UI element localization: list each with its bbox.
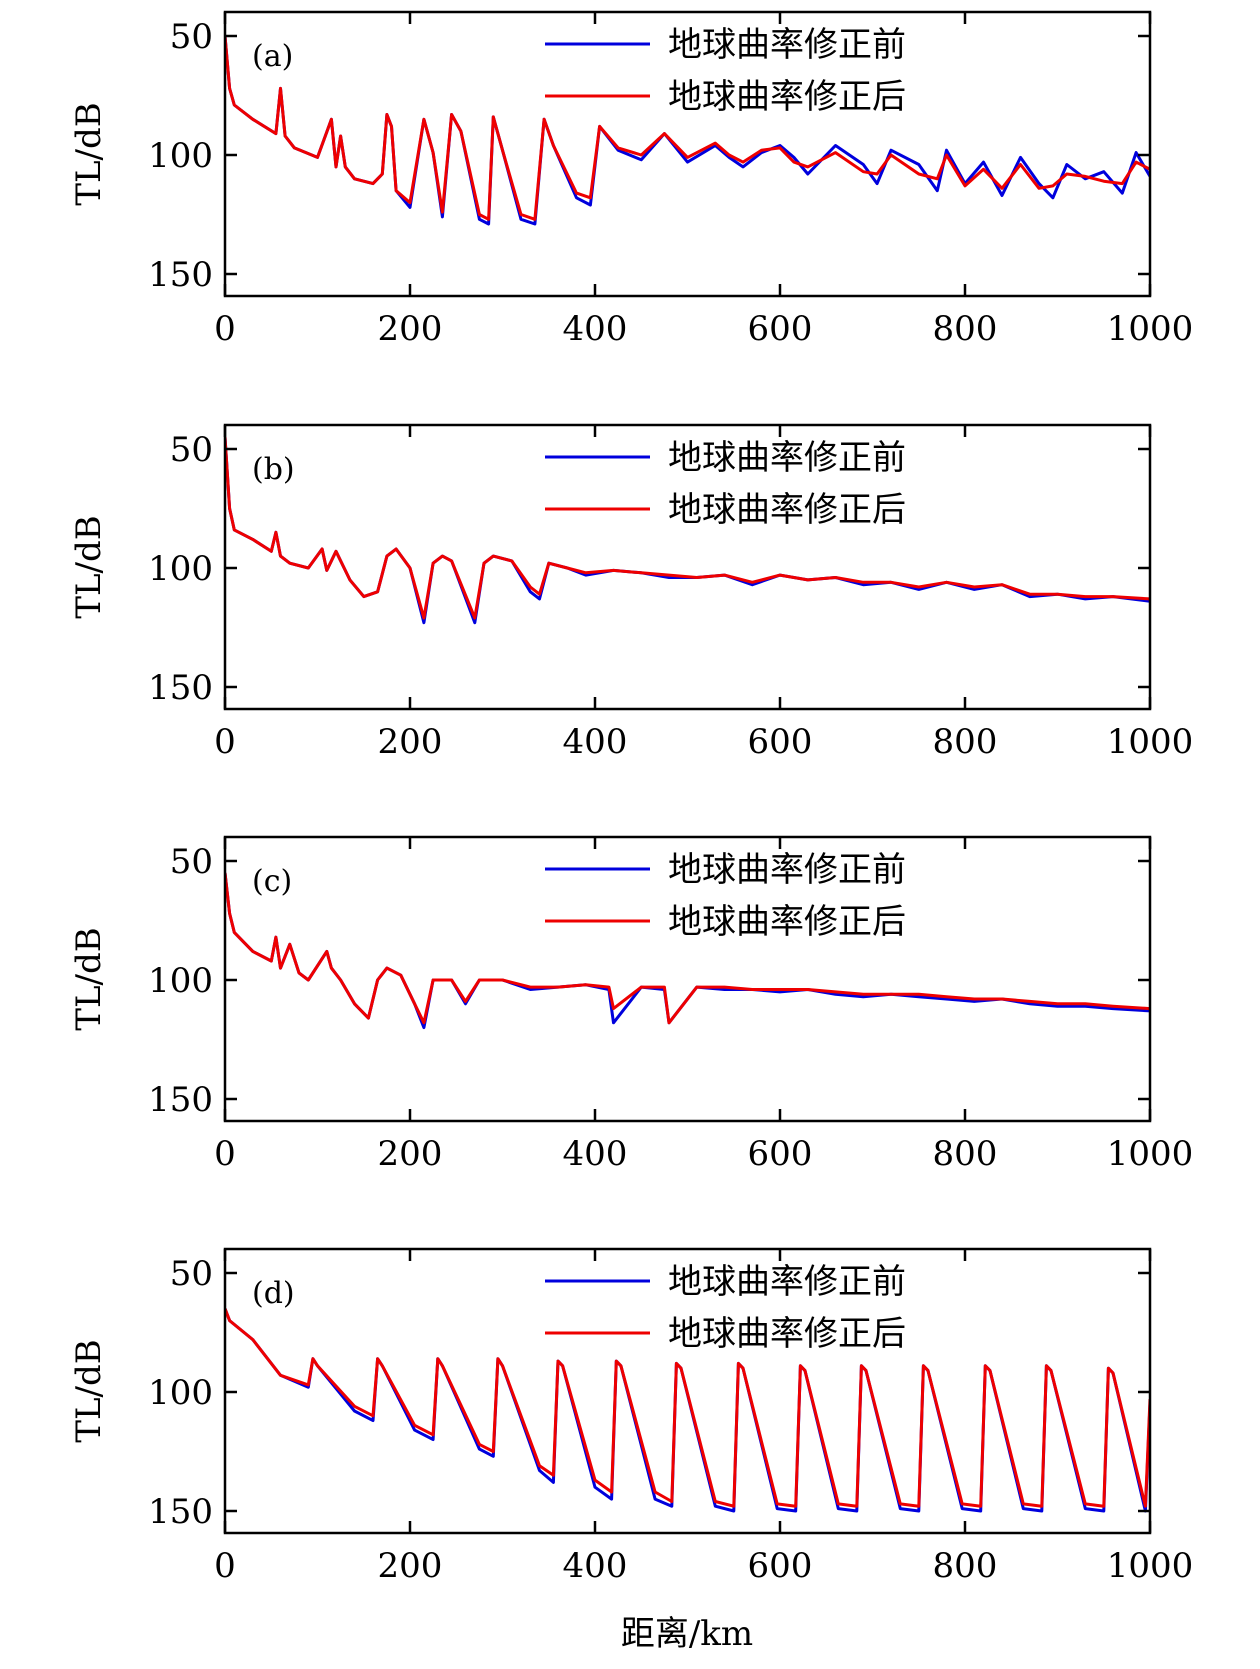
panel-label: (d) xyxy=(252,1276,295,1311)
y-tick-label: 100 xyxy=(148,961,213,1001)
x-tick-label: 800 xyxy=(933,1134,998,1174)
legend-label: 地球曲率修正后 xyxy=(668,490,906,530)
y-tick-label: 150 xyxy=(148,1492,213,1532)
series-line-after xyxy=(225,872,1150,1025)
x-tick-label: 600 xyxy=(748,1134,813,1174)
panel-c: 0 200 400 600 800 1000 50 100 150 TL/dB (c) 地球曲率修正前… xyxy=(69,835,1194,1174)
x-tick-label: 400 xyxy=(563,1134,628,1174)
x-tick-label: 200 xyxy=(378,1134,443,1174)
y-tick-label: 100 xyxy=(148,549,213,589)
panel-a: 0 200 400 600 800 1000 50 100 150 TL/dB (a) 地球曲率修正前… xyxy=(69,10,1194,349)
x-tick-label: 1000 xyxy=(1107,309,1194,349)
x-axis-label: 距离/km xyxy=(621,1614,753,1654)
series-line-after xyxy=(225,1308,1150,1508)
x-tick-label: 200 xyxy=(378,309,443,349)
y-axis-label: TL/dB xyxy=(69,515,109,618)
y-axis-label: TL/dB xyxy=(69,927,109,1030)
x-tick-label: 800 xyxy=(933,1546,998,1586)
x-tick-label: 0 xyxy=(214,1134,236,1174)
x-tick-label: 600 xyxy=(748,309,813,349)
x-tick-label: 800 xyxy=(933,722,998,762)
x-tick-label: 800 xyxy=(933,309,998,349)
y-tick-label: 50 xyxy=(170,17,213,57)
x-tick-label: 0 xyxy=(214,309,236,349)
y-axis-label: TL/dB xyxy=(69,1339,109,1442)
y-tick-label: 150 xyxy=(148,255,213,295)
legend-label: 地球曲率修正后 xyxy=(668,1314,906,1354)
x-tick-label: 0 xyxy=(214,722,236,762)
panel-label: (b) xyxy=(252,452,295,487)
panel-label: (a) xyxy=(252,39,293,74)
y-tick-label: 50 xyxy=(170,842,213,882)
x-tick-label: 200 xyxy=(378,722,443,762)
y-axis-label: TL/dB xyxy=(69,102,109,205)
x-tick-label: 400 xyxy=(563,309,628,349)
series-line-before xyxy=(225,872,1150,1030)
series-line-after xyxy=(225,35,1150,221)
legend-label: 地球曲率修正前 xyxy=(668,25,906,65)
panel-b: 0 200 400 600 800 1000 50 100 150 TL/dB (b) 地球曲率修正前… xyxy=(69,423,1194,762)
legend-label: 地球曲率修正前 xyxy=(668,1262,906,1302)
panel-d: 0 200 400 600 800 1000 50 100 150 TL/dB (d) 地球曲率修正前… xyxy=(69,1247,1194,1586)
y-tick-label: 100 xyxy=(148,136,213,176)
y-tick-label: 150 xyxy=(148,1080,213,1120)
x-tick-label: 200 xyxy=(378,1546,443,1586)
x-tick-label: 0 xyxy=(214,1546,236,1586)
x-tick-label: 1000 xyxy=(1107,1546,1194,1586)
legend-label: 地球曲率修正前 xyxy=(668,850,906,890)
panel-label: (c) xyxy=(252,864,292,899)
x-tick-label: 400 xyxy=(563,722,628,762)
x-tick-label: 1000 xyxy=(1107,722,1194,762)
legend-label: 地球曲率修正后 xyxy=(668,902,906,942)
x-tick-label: 600 xyxy=(748,1546,813,1586)
x-tick-label: 1000 xyxy=(1107,1134,1194,1174)
x-tick-label: 600 xyxy=(748,722,813,762)
legend-label: 地球曲率修正后 xyxy=(668,77,906,117)
y-tick-label: 100 xyxy=(148,1373,213,1413)
y-tick-label: 150 xyxy=(148,668,213,708)
y-tick-label: 50 xyxy=(170,430,213,470)
series-line-after xyxy=(225,437,1150,620)
x-tick-label: 400 xyxy=(563,1546,628,1586)
legend-label: 地球曲率修正前 xyxy=(668,438,906,478)
y-tick-label: 50 xyxy=(170,1254,213,1294)
